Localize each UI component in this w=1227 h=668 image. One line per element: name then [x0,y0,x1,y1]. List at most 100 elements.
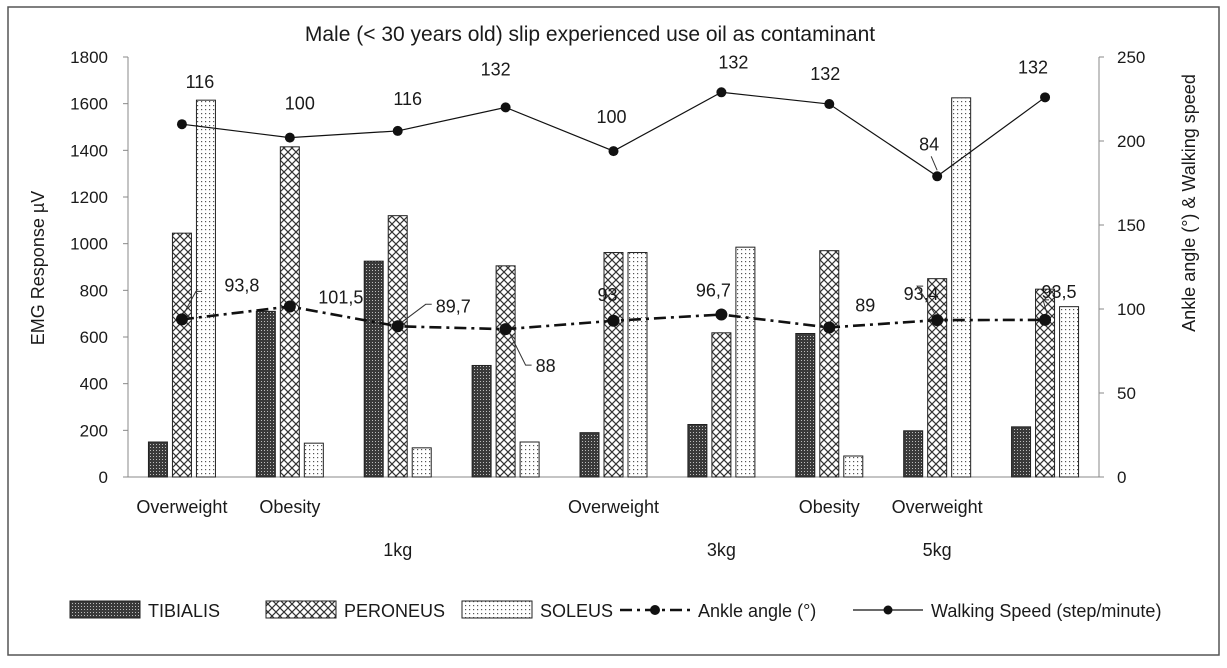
walking-speed-point [284,132,295,143]
bar-peroneus [603,252,624,478]
walking-speed-point [500,102,511,113]
walking-speed-point [932,171,943,182]
bar-tibialis [687,424,708,478]
walking-speed-data-label: 84 [919,134,939,154]
bars [147,97,1080,478]
walking-speed-data-label: 116 [186,72,215,92]
ankle-angle-data-label: 93 [597,285,617,305]
legend-label: TIBIALIS [148,601,220,621]
ankle-angle-point [1039,313,1052,326]
legend-swatch-peroneus [265,600,337,619]
y2-axis-label: Ankle angle (°) & Walking speed [1179,74,1199,332]
x-group-label: 5kg [923,540,952,560]
ankle-angle-point [715,308,728,321]
y-axis-ticks: 0 200 400 600 800 1000 1200 1400 1600 1800 [70,48,128,487]
y-tick-label: 0 [99,468,108,487]
y2-tick-label: 50 [1117,384,1136,403]
bar-soleus [951,97,972,478]
legend-label: SOLEUS [540,601,613,621]
label-leader-line [183,290,202,314]
y2-tick-label: 150 [1117,216,1145,235]
bar-peroneus [819,250,840,478]
bar-tibialis [471,364,492,478]
legend-marker-ankle-angle [650,605,660,615]
walking-speed-point [608,146,619,157]
ankle-angle-point [823,321,836,334]
walking-speed-data-label: 100 [285,94,315,114]
ankle-angle-data-label: 93,8 [224,275,259,295]
legend-swatch-soleus [461,600,533,619]
y-tick-label: 1800 [70,48,108,67]
x-category-label: Overweight [568,497,659,517]
ankle-angle-data-label: 101,5 [318,287,363,307]
bar-soleus [411,447,432,478]
ankle-angle-point [499,323,512,336]
x-category-label: Obesity [259,497,320,517]
label-leader-line [916,285,936,315]
label-leader-line [401,303,432,323]
bar-soleus [1059,306,1080,478]
legend-label: Ankle angle (°) [698,601,816,621]
walking-speed-point [392,125,403,136]
x-group-label: 3kg [707,540,736,560]
x-category-label: Overweight [136,497,227,517]
y2-tick-label: 200 [1117,132,1145,151]
bar-tibialis [255,310,276,478]
bar-soleus [735,246,756,478]
x-category-label: Obesity [799,497,860,517]
y-axis-label: EMG Response µV [28,191,48,345]
walking-speed-data-label: 116 [393,89,422,109]
walking-speed-data-label: 132 [481,59,511,79]
bar-tibialis [795,333,816,478]
y-tick-label: 1400 [70,141,108,160]
bar-tibialis [579,432,600,478]
y-tick-label: 200 [80,421,108,440]
bar-tibialis [903,430,924,478]
bar-peroneus [711,332,732,478]
y2-axis-ticks: 0 50 100 150 200 250 [1099,48,1145,487]
y-tick-label: 400 [80,375,108,394]
y2-tick-label: 250 [1117,48,1145,67]
y2-tick-label: 100 [1117,300,1145,319]
bar-peroneus [387,215,408,478]
category-labels: Overweight Obesity Overweight Obesity Overwe… [136,497,982,517]
label-leader-line [509,332,532,366]
ankle-angle-point [931,314,944,327]
ankle-angle-point [175,313,188,326]
ankle-angle-data-label: 96,7 [696,281,731,301]
bar-peroneus [927,278,948,478]
bar-peroneus [1035,288,1056,478]
x-category-label: Overweight [892,497,983,517]
bar-peroneus [495,265,516,478]
walking-speed-data-label: 100 [596,107,626,127]
bar-tibialis [363,260,384,478]
legend-swatch-tibialis [69,600,141,619]
bar-soleus [195,99,216,478]
y-tick-label: 600 [80,328,108,347]
walking-speed-data-label: 132 [810,64,840,84]
y-tick-label: 1600 [70,95,108,114]
chart-title: Male (< 30 years old) slip experienced u… [305,23,875,46]
x-group-label: 1kg [383,540,412,560]
bar-soleus [519,441,540,478]
label-leader-line [930,156,938,171]
bar-peroneus [171,232,192,478]
bar-tibialis [1011,426,1032,478]
ankle-angle-point [283,300,296,313]
walking-speed-point [176,119,187,130]
ankle-angle-point [391,320,404,333]
y-tick-label: 1200 [70,188,108,207]
bar-tibialis [147,441,168,478]
bar-soleus [303,442,324,478]
walking-speed-data-label: 132 [718,52,748,72]
bar-soleus [627,252,648,478]
group-labels: 1kg 3kg 5kg [383,540,951,560]
legend-marker-walking-speed [883,605,893,615]
legend: TIBIALIS PERONEUS SOLEUS Ankle angle (°) Wal… [69,600,1161,621]
walking-speed-point [1040,92,1051,103]
walking-speed-point [824,99,835,110]
legend-label: PERONEUS [344,601,445,621]
ankle-angle-data-label: 93,5 [1042,282,1077,302]
